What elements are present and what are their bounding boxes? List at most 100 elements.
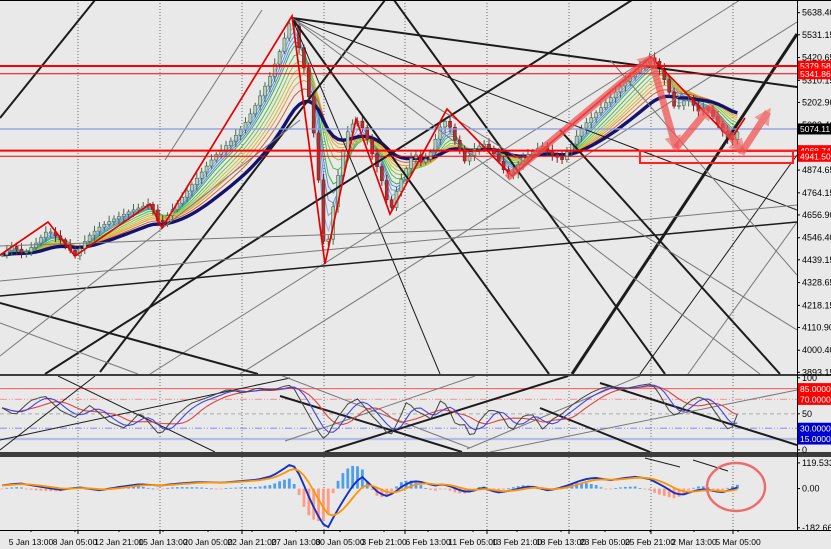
- macd-histogram-bar: [536, 488, 540, 490]
- macd-histogram-bar: [297, 488, 301, 496]
- macd-histogram-bar: [731, 486, 734, 489]
- time-axis-label: 6 Feb 13:00: [405, 537, 451, 547]
- macd-histogram-bar: [200, 487, 204, 489]
- macd-histogram-bar: [29, 488, 33, 490]
- trendline[interactable]: [393, 0, 666, 374]
- time-axis-label: 5 Jan 13:00: [9, 537, 54, 547]
- trendline[interactable]: [0, 302, 259, 374]
- pane-splitter-1[interactable]: [0, 374, 831, 376]
- trendline[interactable]: [639, 154, 797, 374]
- level-rectangle[interactable]: [639, 150, 794, 164]
- trendline[interactable]: [0, 204, 797, 282]
- trendline[interactable]: [291, 17, 797, 88]
- trendline[interactable]: [324, 376, 569, 452]
- macd-histogram-bar: [234, 487, 238, 489]
- macd-histogram-bar: [662, 488, 666, 496]
- trendline[interactable]: [284, 376, 476, 442]
- trendline[interactable]: [291, 17, 441, 374]
- price-pane[interactable]: [0, 0, 797, 374]
- macd-histogram-bar: [409, 480, 413, 489]
- macd-histogram-bar: [161, 488, 165, 490]
- trendline[interactable]: [692, 459, 729, 472]
- trendline[interactable]: [0, 0, 96, 119]
- price-axis-label: 4000.40: [802, 345, 831, 355]
- macd-histogram-bar: [283, 479, 286, 489]
- price-axis-label: 4874.65: [802, 165, 831, 175]
- trendline[interactable]: [57, 376, 216, 452]
- macd-pane[interactable]: [0, 457, 767, 529]
- price-axis-badge: [798, 68, 831, 80]
- trendline[interactable]: [599, 382, 797, 446]
- trendline[interactable]: [291, 17, 550, 374]
- macd-histogram-bar: [511, 487, 515, 489]
- time-axis-label: 23 Feb 05:00: [580, 537, 630, 547]
- time-axis-label: 25 Feb 21:00: [625, 537, 675, 547]
- macd-histogram-bar: [453, 488, 457, 493]
- macd-histogram-bar: [5, 487, 9, 489]
- macd-histogram-bar: [190, 487, 194, 489]
- macd-histogram-bar: [648, 488, 652, 491]
- macd-histogram-bar: [619, 487, 622, 489]
- trendline[interactable]: [0, 377, 291, 441]
- macd-histogram-bar: [692, 487, 695, 489]
- trendline[interactable]: [280, 375, 471, 449]
- macd-histogram-bar: [278, 481, 281, 489]
- trendline[interactable]: [0, 221, 797, 297]
- price-axis-label: 4656.90: [802, 210, 831, 220]
- trendlines-layer[interactable]: [0, 0, 797, 374]
- price-axis-label: 4218.15: [802, 300, 831, 310]
- macd-histogram-bar: [575, 483, 579, 489]
- trendline[interactable]: [644, 457, 681, 468]
- macd-histogram-bar: [380, 488, 384, 498]
- trendline[interactable]: [291, 17, 761, 374]
- price-axis-label: 5420.65: [802, 53, 831, 63]
- macd-histogram-bar: [132, 486, 135, 489]
- trendline[interactable]: [0, 119, 301, 357]
- trendline[interactable]: [0, 322, 139, 374]
- pane-splitter-2[interactable]: [0, 452, 831, 457]
- price-axis[interactable]: 5638.405531.155420.655310.155202.905093.…: [797, 8, 831, 533]
- trendline[interactable]: [539, 407, 651, 452]
- macd-histogram-bar: [370, 488, 374, 490]
- macd-histogram-bar: [653, 488, 656, 493]
- trendline[interactable]: [0, 227, 521, 247]
- macd-histogram-bar: [34, 488, 38, 491]
- oscillator-axis-badge-label: 15.0000: [800, 434, 831, 444]
- oscillator-main-line: [1, 383, 738, 440]
- trendline[interactable]: [291, 17, 797, 331]
- trendline[interactable]: [0, 376, 96, 451]
- trendline[interactable]: [239, 21, 797, 374]
- macd-histogram-bar: [302, 488, 306, 507]
- macd-histogram-bar: [443, 488, 447, 490]
- oscillator-pane[interactable]: [0, 375, 797, 452]
- trendline[interactable]: [164, 9, 263, 161]
- trendline[interactable]: [609, 59, 797, 276]
- trendline[interactable]: [687, 221, 797, 374]
- macd-histogram-bar: [438, 488, 442, 490]
- macd-histogram-bar: [146, 487, 150, 489]
- trendline[interactable]: [489, 389, 797, 452]
- macd-histogram-bar: [151, 488, 155, 490]
- macd-histogram-bar: [356, 466, 359, 489]
- macd-histogram-bar: [721, 488, 725, 491]
- price-axis-badge-label: 5074.11: [800, 124, 830, 134]
- macd-histogram-bar: [448, 488, 452, 491]
- macd-histogram-bar: [39, 488, 43, 491]
- macd-histogram-bar: [292, 483, 296, 489]
- macd-histogram-bar: [336, 480, 340, 489]
- trendline[interactable]: [570, 33, 797, 374]
- oscillator-axis-label: 100: [802, 373, 817, 383]
- highlight-ellipse[interactable]: [705, 461, 767, 513]
- price-axis-label: 4110.90: [802, 322, 831, 332]
- macd-histogram-bar: [273, 483, 277, 489]
- macd-histogram-bar: [312, 488, 316, 520]
- price-axis-label: 4328.65: [802, 278, 831, 288]
- trendline[interactable]: [44, 0, 633, 374]
- trendline[interactable]: [99, 0, 386, 373]
- time-axis-label: 18 Feb 13:00: [536, 537, 586, 547]
- annotation-arrows[interactable]: [504, 54, 771, 181]
- macd-histogram-bar: [735, 484, 739, 489]
